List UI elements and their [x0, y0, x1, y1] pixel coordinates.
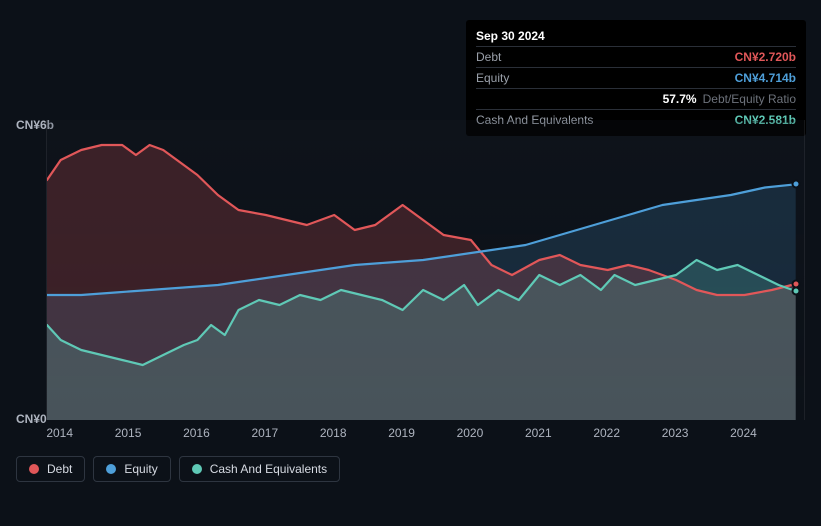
legend-dot-icon	[106, 464, 116, 474]
tooltip-row: 57.7% Debt/Equity Ratio	[476, 88, 796, 109]
x-tick-label: 2023	[662, 426, 689, 440]
x-tick-label: 2014	[46, 426, 73, 440]
legend-dot-icon	[29, 464, 39, 474]
x-tick-label: 2024	[730, 426, 757, 440]
legend-item[interactable]: Debt	[16, 456, 85, 482]
tooltip-row-label: Equity	[476, 71, 509, 85]
x-tick-label: 2016	[183, 426, 210, 440]
x-tick-label: 2019	[388, 426, 415, 440]
series-end-marker	[791, 180, 800, 189]
tooltip-row-value: CN¥4.714b	[735, 71, 796, 85]
data-tooltip: Sep 30 2024 Debt CN¥2.720b Equity CN¥4.714b…	[466, 20, 806, 136]
legend-item[interactable]: Equity	[93, 456, 170, 482]
plot-area[interactable]	[46, 120, 805, 420]
y-axis-min-label: CN¥0	[16, 412, 47, 426]
legend-label: Equity	[124, 462, 157, 476]
x-tick-label: 2018	[320, 426, 347, 440]
legend-label: Cash And Equivalents	[210, 462, 327, 476]
x-tick-label: 2022	[593, 426, 620, 440]
x-tick-label: 2015	[115, 426, 142, 440]
x-tick-label: 2017	[251, 426, 278, 440]
legend: Debt Equity Cash And Equivalents	[16, 456, 805, 482]
tooltip-row-value-wrap: 57.7% Debt/Equity Ratio	[663, 92, 796, 106]
x-axis: 2014 2015 2016 2017 2018 2019 2020 2021 2022 2023…	[46, 420, 805, 444]
tooltip-row-value: 57.7%	[663, 92, 697, 106]
tooltip-date: Sep 30 2024	[476, 26, 796, 46]
legend-dot-icon	[192, 464, 202, 474]
tooltip-row-value-wrap: CN¥2.720b	[735, 50, 796, 64]
tooltip-row-value-wrap: CN¥4.714b	[735, 71, 796, 85]
chart-svg	[47, 120, 806, 420]
legend-label: Debt	[47, 462, 72, 476]
series-end-marker	[791, 286, 800, 295]
tooltip-row: Debt CN¥2.720b	[476, 46, 796, 67]
tooltip-row: Equity CN¥4.714b	[476, 67, 796, 88]
tooltip-row-label: Debt	[476, 50, 501, 64]
x-tick-label: 2020	[457, 426, 484, 440]
x-tick-label: 2021	[525, 426, 552, 440]
tooltip-row-extra: Debt/Equity Ratio	[703, 92, 796, 106]
tooltip-row-value: CN¥2.720b	[735, 50, 796, 64]
legend-item[interactable]: Cash And Equivalents	[179, 456, 340, 482]
chart-container: CN¥6b CN¥0 20142015201620172018201920202…	[16, 120, 805, 482]
